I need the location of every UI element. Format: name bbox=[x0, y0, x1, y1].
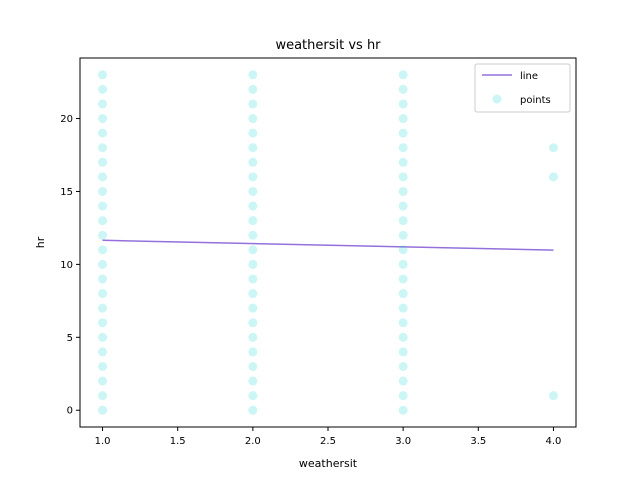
scatter-point bbox=[398, 361, 408, 371]
scatter-point bbox=[98, 84, 108, 94]
legend-label-line: line bbox=[520, 71, 538, 82]
scatter-point bbox=[248, 70, 258, 80]
scatter-point bbox=[98, 114, 108, 124]
scatter-point bbox=[98, 289, 108, 299]
scatter-point bbox=[98, 391, 108, 401]
scatter-point bbox=[98, 259, 108, 269]
legend: line points bbox=[474, 63, 571, 113]
scatter-point bbox=[398, 332, 408, 342]
scatter-point bbox=[98, 376, 108, 386]
scatter-point bbox=[398, 186, 408, 196]
scatter-point bbox=[248, 84, 258, 94]
x-tick-label: 3.5 bbox=[470, 436, 486, 447]
scatter-point bbox=[398, 259, 408, 269]
x-tick-label: 4.0 bbox=[546, 436, 562, 447]
scatter-point bbox=[398, 303, 408, 313]
x-tick-label: 1.0 bbox=[95, 436, 111, 447]
y-tick-label: 20 bbox=[60, 114, 73, 125]
scatter-point bbox=[248, 361, 258, 371]
scatter-point bbox=[98, 332, 108, 342]
scatter-point bbox=[248, 143, 258, 153]
scatter-point bbox=[248, 318, 258, 328]
x-tick-label: 1.5 bbox=[170, 436, 186, 447]
scatter-point bbox=[398, 230, 408, 240]
legend-box bbox=[474, 63, 571, 113]
scatter-point bbox=[398, 405, 408, 415]
x-axis-label: weathersit bbox=[299, 457, 358, 470]
legend-label-points: points bbox=[520, 95, 551, 106]
scatter-point bbox=[98, 347, 108, 357]
scatter-point bbox=[98, 274, 108, 284]
scatter-point bbox=[98, 361, 108, 371]
scatter-point bbox=[248, 274, 258, 284]
x-tick-label: 3.0 bbox=[395, 436, 411, 447]
scatter-point bbox=[398, 216, 408, 226]
scatter-point bbox=[248, 99, 258, 109]
scatter-point bbox=[548, 143, 558, 153]
scatter-point bbox=[98, 303, 108, 313]
scatter-point bbox=[248, 216, 258, 226]
y-tick-label: 5 bbox=[67, 333, 73, 344]
legend-points-swatch bbox=[492, 94, 502, 104]
scatter-point bbox=[248, 391, 258, 401]
chart-title: weathersit vs hr bbox=[275, 38, 381, 53]
scatter-point bbox=[98, 245, 108, 255]
scatter-point bbox=[98, 318, 108, 328]
scatter-point bbox=[98, 172, 108, 182]
scatter-point bbox=[398, 157, 408, 167]
scatter-point bbox=[398, 143, 408, 153]
scatter-point bbox=[248, 405, 258, 415]
scatter-point bbox=[248, 376, 258, 386]
x-tick-label: 2.5 bbox=[320, 436, 336, 447]
scatter-point bbox=[398, 274, 408, 284]
axis-ticks: 1.0 1.5 2.0 2.5 3.0 3.5 4.0 0 5 10 15 20 bbox=[60, 114, 561, 447]
scatter-point bbox=[398, 376, 408, 386]
x-tick-label: 2.0 bbox=[245, 436, 261, 447]
scatter-point bbox=[248, 303, 258, 313]
scatter-point bbox=[98, 157, 108, 167]
scatter-point bbox=[398, 172, 408, 182]
scatter-point bbox=[398, 114, 408, 124]
scatter-point bbox=[398, 245, 408, 255]
scatter-point bbox=[248, 245, 258, 255]
scatter-point bbox=[398, 391, 408, 401]
scatter-point bbox=[248, 201, 258, 211]
scatter-point bbox=[98, 201, 108, 211]
scatter-point bbox=[248, 128, 258, 138]
scatter-point bbox=[548, 391, 558, 401]
scatter-point bbox=[98, 70, 108, 80]
scatter-point bbox=[98, 230, 108, 240]
scatter-point bbox=[398, 318, 408, 328]
scatter-point bbox=[98, 216, 108, 226]
scatter-point bbox=[398, 347, 408, 357]
scatter-point bbox=[248, 157, 258, 167]
y-axis-label: hr bbox=[34, 236, 47, 248]
scatter-point bbox=[398, 201, 408, 211]
scatter-point bbox=[398, 289, 408, 299]
scatter-point bbox=[248, 230, 258, 240]
scatter-point bbox=[98, 99, 108, 109]
scatter-point bbox=[248, 186, 258, 196]
scatter-point bbox=[248, 172, 258, 182]
scatter-point bbox=[98, 143, 108, 153]
scatter-point bbox=[248, 114, 258, 124]
plot-area bbox=[98, 70, 558, 415]
series-line bbox=[102, 239, 554, 251]
scatter-point bbox=[398, 84, 408, 94]
scatter-point bbox=[248, 347, 258, 357]
scatter-point bbox=[98, 405, 108, 415]
scatter-point bbox=[248, 289, 258, 299]
scatter-point bbox=[398, 128, 408, 138]
y-tick-label: 15 bbox=[60, 187, 73, 198]
scatter-point bbox=[398, 70, 408, 80]
scatter-point bbox=[398, 99, 408, 109]
y-tick-label: 10 bbox=[60, 260, 73, 271]
scatter-point bbox=[548, 172, 558, 182]
scatter-point bbox=[98, 128, 108, 138]
scatter-point bbox=[248, 259, 258, 269]
scatter-point bbox=[98, 186, 108, 196]
scatter-point bbox=[248, 332, 258, 342]
y-tick-label: 0 bbox=[67, 406, 73, 417]
